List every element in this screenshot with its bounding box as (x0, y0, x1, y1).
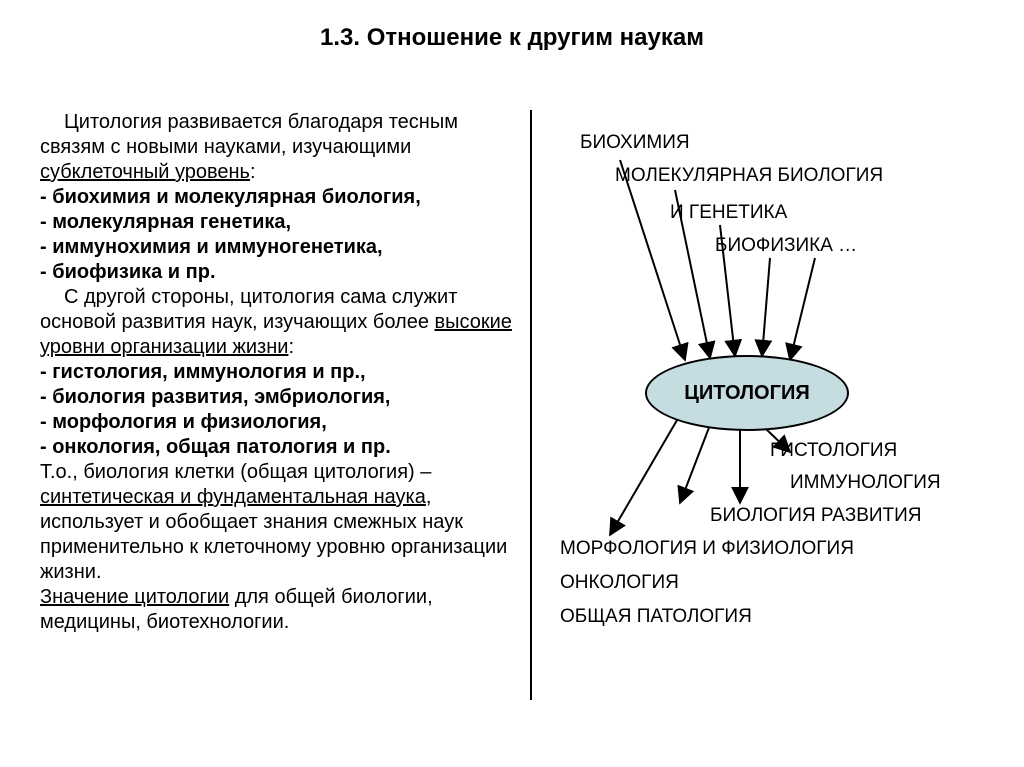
bullet-8: - онкология, общая патология и пр. (40, 435, 520, 460)
bullet-3: - иммунохимия и иммуногенетика, (40, 235, 520, 260)
center-node: ЦИТОЛОГИЯ (645, 355, 849, 431)
bottom-label-2: БИОЛОГИЯ РАЗВИТИЯ (710, 505, 922, 527)
top-label-2: И ГЕНЕТИКА (670, 202, 787, 224)
p1-lead: Цитология развивается благодаря тесным с… (40, 111, 458, 158)
p3-underline: синтетическая и фундаментальная наука (40, 486, 426, 508)
p1-underline: субклеточный уровень (40, 161, 250, 183)
bullet-6: - биология развития, эмбриология, (40, 385, 520, 410)
vertical-divider (530, 110, 532, 700)
bottom-label-0: ГИСТОЛОГИЯ (770, 440, 897, 462)
p1-tail: : (250, 161, 256, 183)
slide: 1.3. Отношение к другим наукам Цитология… (0, 0, 1024, 767)
paragraph-4: Значение цитологии для общей биологии, м… (40, 585, 520, 635)
bottom-label-3: МОРФОЛОГИЯ И ФИЗИОЛОГИЯ (560, 538, 854, 560)
diagram-area: ЦИТОЛОГИЯ БИОХИМИЯ МОЛЕКУЛЯРНАЯ БИОЛОГИЯ И … (540, 110, 1010, 670)
paragraph-1: Цитология развивается благодаря тесным с… (40, 110, 520, 185)
bottom-label-1: ИММУНОЛОГИЯ (790, 472, 941, 494)
top-label-1: МОЛЕКУЛЯРНАЯ БИОЛОГИЯ (615, 165, 883, 187)
bullet-5: - гистология, иммунология и пр., (40, 360, 520, 385)
bottom-label-4: ОНКОЛОГИЯ (560, 572, 679, 594)
slide-title: 1.3. Отношение к другим наукам (0, 24, 1024, 52)
bullet-2: - молекулярная генетика, (40, 210, 520, 235)
bullet-4: - биофизика и пр. (40, 260, 520, 285)
p3-lead: Т.о., биология клетки (общая цитология) … (40, 461, 431, 483)
p2-tail: : (288, 336, 294, 358)
text-column: Цитология развивается благодаря тесным с… (40, 110, 520, 635)
paragraph-2: С другой стороны, цитология сама служит … (40, 285, 520, 360)
top-label-0: БИОХИМИЯ (580, 132, 690, 154)
bullet-7: - морфология и физиология, (40, 410, 520, 435)
p4-underline: Значение цитологии (40, 586, 229, 608)
bullet-1: - биохимия и молекулярная биология, (40, 185, 520, 210)
paragraph-3: Т.о., биология клетки (общая цитология) … (40, 460, 520, 585)
bottom-label-5: ОБЩАЯ ПАТОЛОГИЯ (560, 606, 752, 628)
p2-lead: С другой стороны, цитология сама служит … (40, 286, 457, 333)
top-label-3: БИОФИЗИКА … (715, 235, 857, 257)
